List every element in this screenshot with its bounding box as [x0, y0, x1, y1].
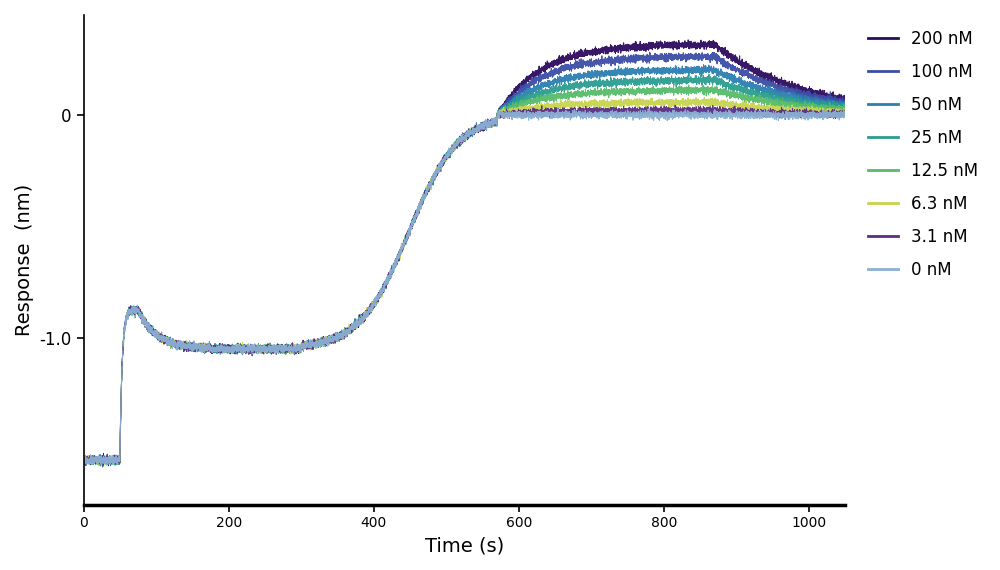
Line: 6.3 nM: 6.3 nM — [84, 97, 845, 466]
3.1 nM — [78, 455, 90, 462]
100 nM — [528, 79, 540, 86]
25 nM — [642, 79, 654, 86]
Legend: 200 nM, 100 nM, 50 nM, 25 nM, 12.5 nM, 6.3 nM, 3.1 nM, 0 nM: 200 nM, 100 nM, 50 nM, 25 nM, 12.5 nM, 6… — [861, 23, 985, 286]
100 nM — [562, 66, 574, 72]
50 nM — [93, 462, 105, 469]
25 nM — [562, 83, 574, 89]
6.3 nM — [683, 97, 695, 104]
0 nM — [78, 455, 90, 462]
6.3 nM — [690, 94, 702, 101]
6.3 nM — [78, 458, 90, 465]
12.5 nM — [94, 462, 106, 469]
100 nM — [353, 319, 365, 326]
6.3 nM — [100, 462, 112, 469]
Line: 12.5 nM: 12.5 nM — [84, 85, 845, 465]
3.1 nM — [98, 462, 110, 469]
25 nM — [703, 71, 715, 78]
Y-axis label: Response  (nm): Response (nm) — [15, 184, 34, 336]
100 nM — [839, 97, 851, 104]
Line: 200 nM: 200 nM — [84, 40, 845, 466]
100 nM — [97, 463, 109, 470]
12.5 nM — [683, 82, 695, 88]
25 nM — [109, 461, 121, 468]
0 nM — [116, 368, 128, 374]
12.5 nM — [353, 320, 365, 327]
200 nM — [562, 56, 574, 63]
12.5 nM — [562, 93, 574, 100]
50 nM — [116, 363, 128, 370]
200 nM — [642, 44, 654, 51]
X-axis label: Time (s): Time (s) — [425, 536, 504, 555]
200 nM — [528, 70, 540, 77]
3.1 nM — [669, 102, 681, 109]
100 nM — [78, 457, 90, 463]
25 nM — [353, 319, 365, 325]
200 nM — [839, 92, 851, 99]
12.5 nM — [116, 367, 128, 374]
25 nM — [528, 92, 540, 99]
3.1 nM — [562, 105, 574, 112]
Line: 100 nM: 100 nM — [84, 52, 845, 467]
3.1 nM — [528, 109, 540, 116]
0 nM — [839, 109, 851, 116]
12.5 nM — [642, 86, 654, 92]
100 nM — [644, 48, 656, 55]
12.5 nM — [78, 455, 90, 462]
25 nM — [839, 103, 851, 109]
25 nM — [78, 458, 90, 465]
6.3 nM — [562, 97, 574, 104]
100 nM — [642, 58, 654, 64]
12.5 nM — [528, 99, 540, 105]
Line: 0 nM: 0 nM — [84, 109, 845, 465]
6.3 nM — [839, 112, 851, 119]
6.3 nM — [528, 105, 540, 112]
50 nM — [528, 84, 540, 91]
200 nM — [682, 36, 694, 43]
0 nM — [642, 111, 654, 117]
200 nM — [78, 456, 90, 463]
12.5 nM — [683, 88, 695, 95]
50 nM — [353, 319, 365, 325]
200 nM — [683, 44, 695, 51]
0 nM — [683, 111, 695, 117]
200 nM — [103, 462, 115, 469]
0 nM — [562, 110, 574, 117]
50 nM — [642, 64, 654, 71]
100 nM — [683, 55, 695, 62]
Line: 50 nM: 50 nM — [84, 65, 845, 465]
100 nM — [116, 366, 128, 373]
12.5 nM — [839, 105, 851, 112]
0 nM — [528, 111, 540, 118]
200 nM — [116, 366, 128, 373]
Line: 3.1 nM: 3.1 nM — [84, 105, 845, 466]
Line: 25 nM: 25 nM — [84, 74, 845, 465]
0 nM — [643, 105, 655, 112]
3.1 nM — [683, 109, 695, 116]
6.3 nM — [353, 315, 365, 322]
50 nM — [697, 62, 709, 68]
3.1 nM — [839, 109, 851, 116]
3.1 nM — [116, 368, 128, 374]
50 nM — [78, 455, 90, 462]
50 nM — [839, 101, 851, 108]
25 nM — [683, 78, 695, 85]
3.1 nM — [642, 109, 654, 116]
50 nM — [562, 75, 574, 82]
0 nM — [101, 461, 113, 468]
6.3 nM — [116, 365, 128, 372]
6.3 nM — [642, 96, 654, 103]
25 nM — [116, 365, 128, 372]
200 nM — [353, 315, 365, 322]
0 nM — [353, 316, 365, 323]
50 nM — [683, 72, 695, 79]
3.1 nM — [353, 317, 365, 324]
